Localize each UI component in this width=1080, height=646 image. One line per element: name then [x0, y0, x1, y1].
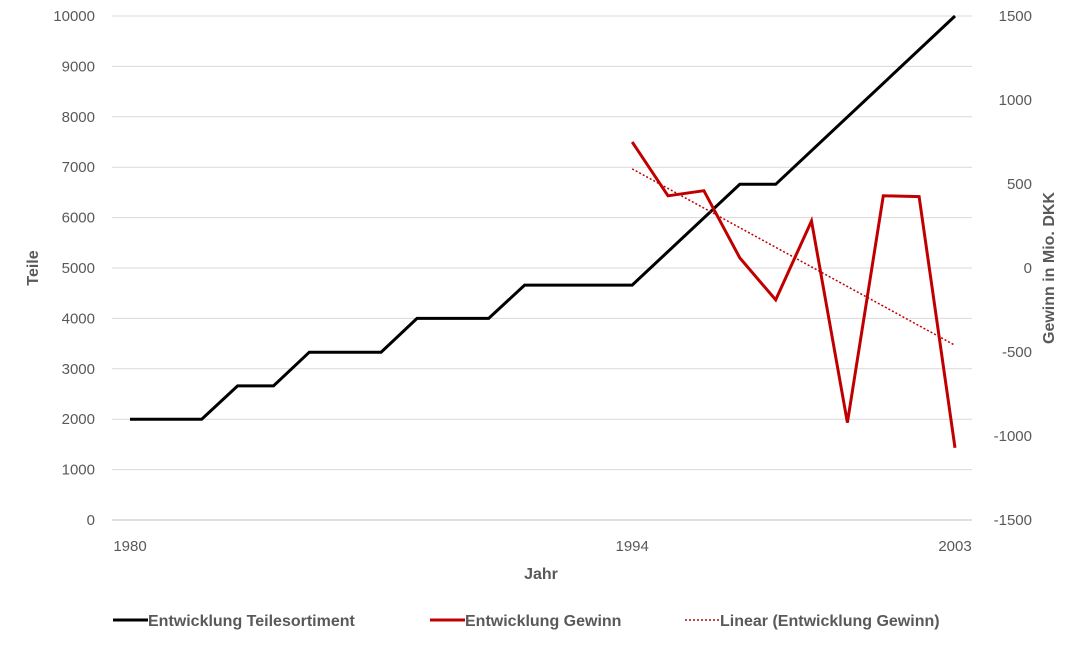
- y-left-tick-label: 6000: [62, 210, 95, 227]
- x-tick-label: 1994: [615, 538, 648, 555]
- y-right-tick-label: -1000: [994, 428, 1032, 445]
- y-right-tick-label: 0: [1024, 260, 1032, 277]
- y-right-tick-label: -1500: [994, 512, 1032, 529]
- legend-item-teilesortiment[interactable]: Entwicklung Teilesortiment: [113, 613, 356, 630]
- y-left-tick-label: 2000: [62, 411, 95, 428]
- legend-item-linear-trend[interactable]: Linear (Entwicklung Gewinn): [685, 613, 940, 630]
- x-axis-title: Jahr: [524, 566, 558, 583]
- series-line-teilesortiment: [130, 14, 957, 421]
- y-right-tick-label: -500: [1002, 344, 1032, 361]
- legend-label-gewinn: Entwicklung Gewinn: [465, 613, 621, 630]
- x-tick-label: 1980: [113, 538, 146, 555]
- y-left-tick-label: 0: [87, 512, 95, 529]
- y-axis-right-title: Gewinn in Mio. DKK: [1041, 192, 1058, 344]
- series-group: [130, 14, 957, 449]
- y-left-tick-label: 10000: [53, 8, 95, 25]
- y-axis-left-title: Teile: [25, 250, 42, 285]
- series-line-linear-trend: [631, 168, 956, 346]
- y-right-tick-label: 1500: [999, 8, 1032, 25]
- left-axis-ticks: 0 1000 2000 3000 4000 5000 6000 7000 8000 9000 100…: [53, 8, 95, 529]
- y-right-tick-label: 500: [1007, 176, 1032, 193]
- y-left-tick-label: 5000: [62, 260, 95, 277]
- right-axis-ticks: -1500 -1000 -500 0 500 1000 1500: [994, 8, 1032, 529]
- legend-label-linear-trend: Linear (Entwicklung Gewinn): [720, 613, 940, 630]
- y-left-tick-label: 4000: [62, 310, 95, 327]
- y-left-tick-label: 9000: [62, 58, 95, 75]
- y-left-tick-label: 8000: [62, 109, 95, 126]
- x-tick-label: 2003: [938, 538, 971, 555]
- y-left-tick-label: 3000: [62, 361, 95, 378]
- gridlines: [112, 15, 972, 521]
- legend-item-gewinn[interactable]: Entwicklung Gewinn: [430, 613, 621, 630]
- legend-label-teilesortiment: Entwicklung Teilesortiment: [148, 613, 356, 630]
- y-left-tick-label: 1000: [62, 462, 95, 479]
- x-axis-ticks: 1980 1994 2003: [113, 538, 971, 555]
- legend: Entwicklung Teilesortiment Entwicklung G…: [113, 613, 940, 630]
- y-left-tick-label: 7000: [62, 159, 95, 176]
- series-line-gewinn: [630, 141, 957, 449]
- y-right-tick-label: 1000: [999, 92, 1032, 109]
